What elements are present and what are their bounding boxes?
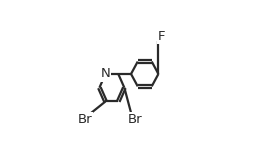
Text: Br: Br (78, 113, 92, 126)
Text: Br: Br (127, 113, 142, 126)
Text: N: N (101, 67, 110, 80)
Text: F: F (158, 30, 166, 43)
